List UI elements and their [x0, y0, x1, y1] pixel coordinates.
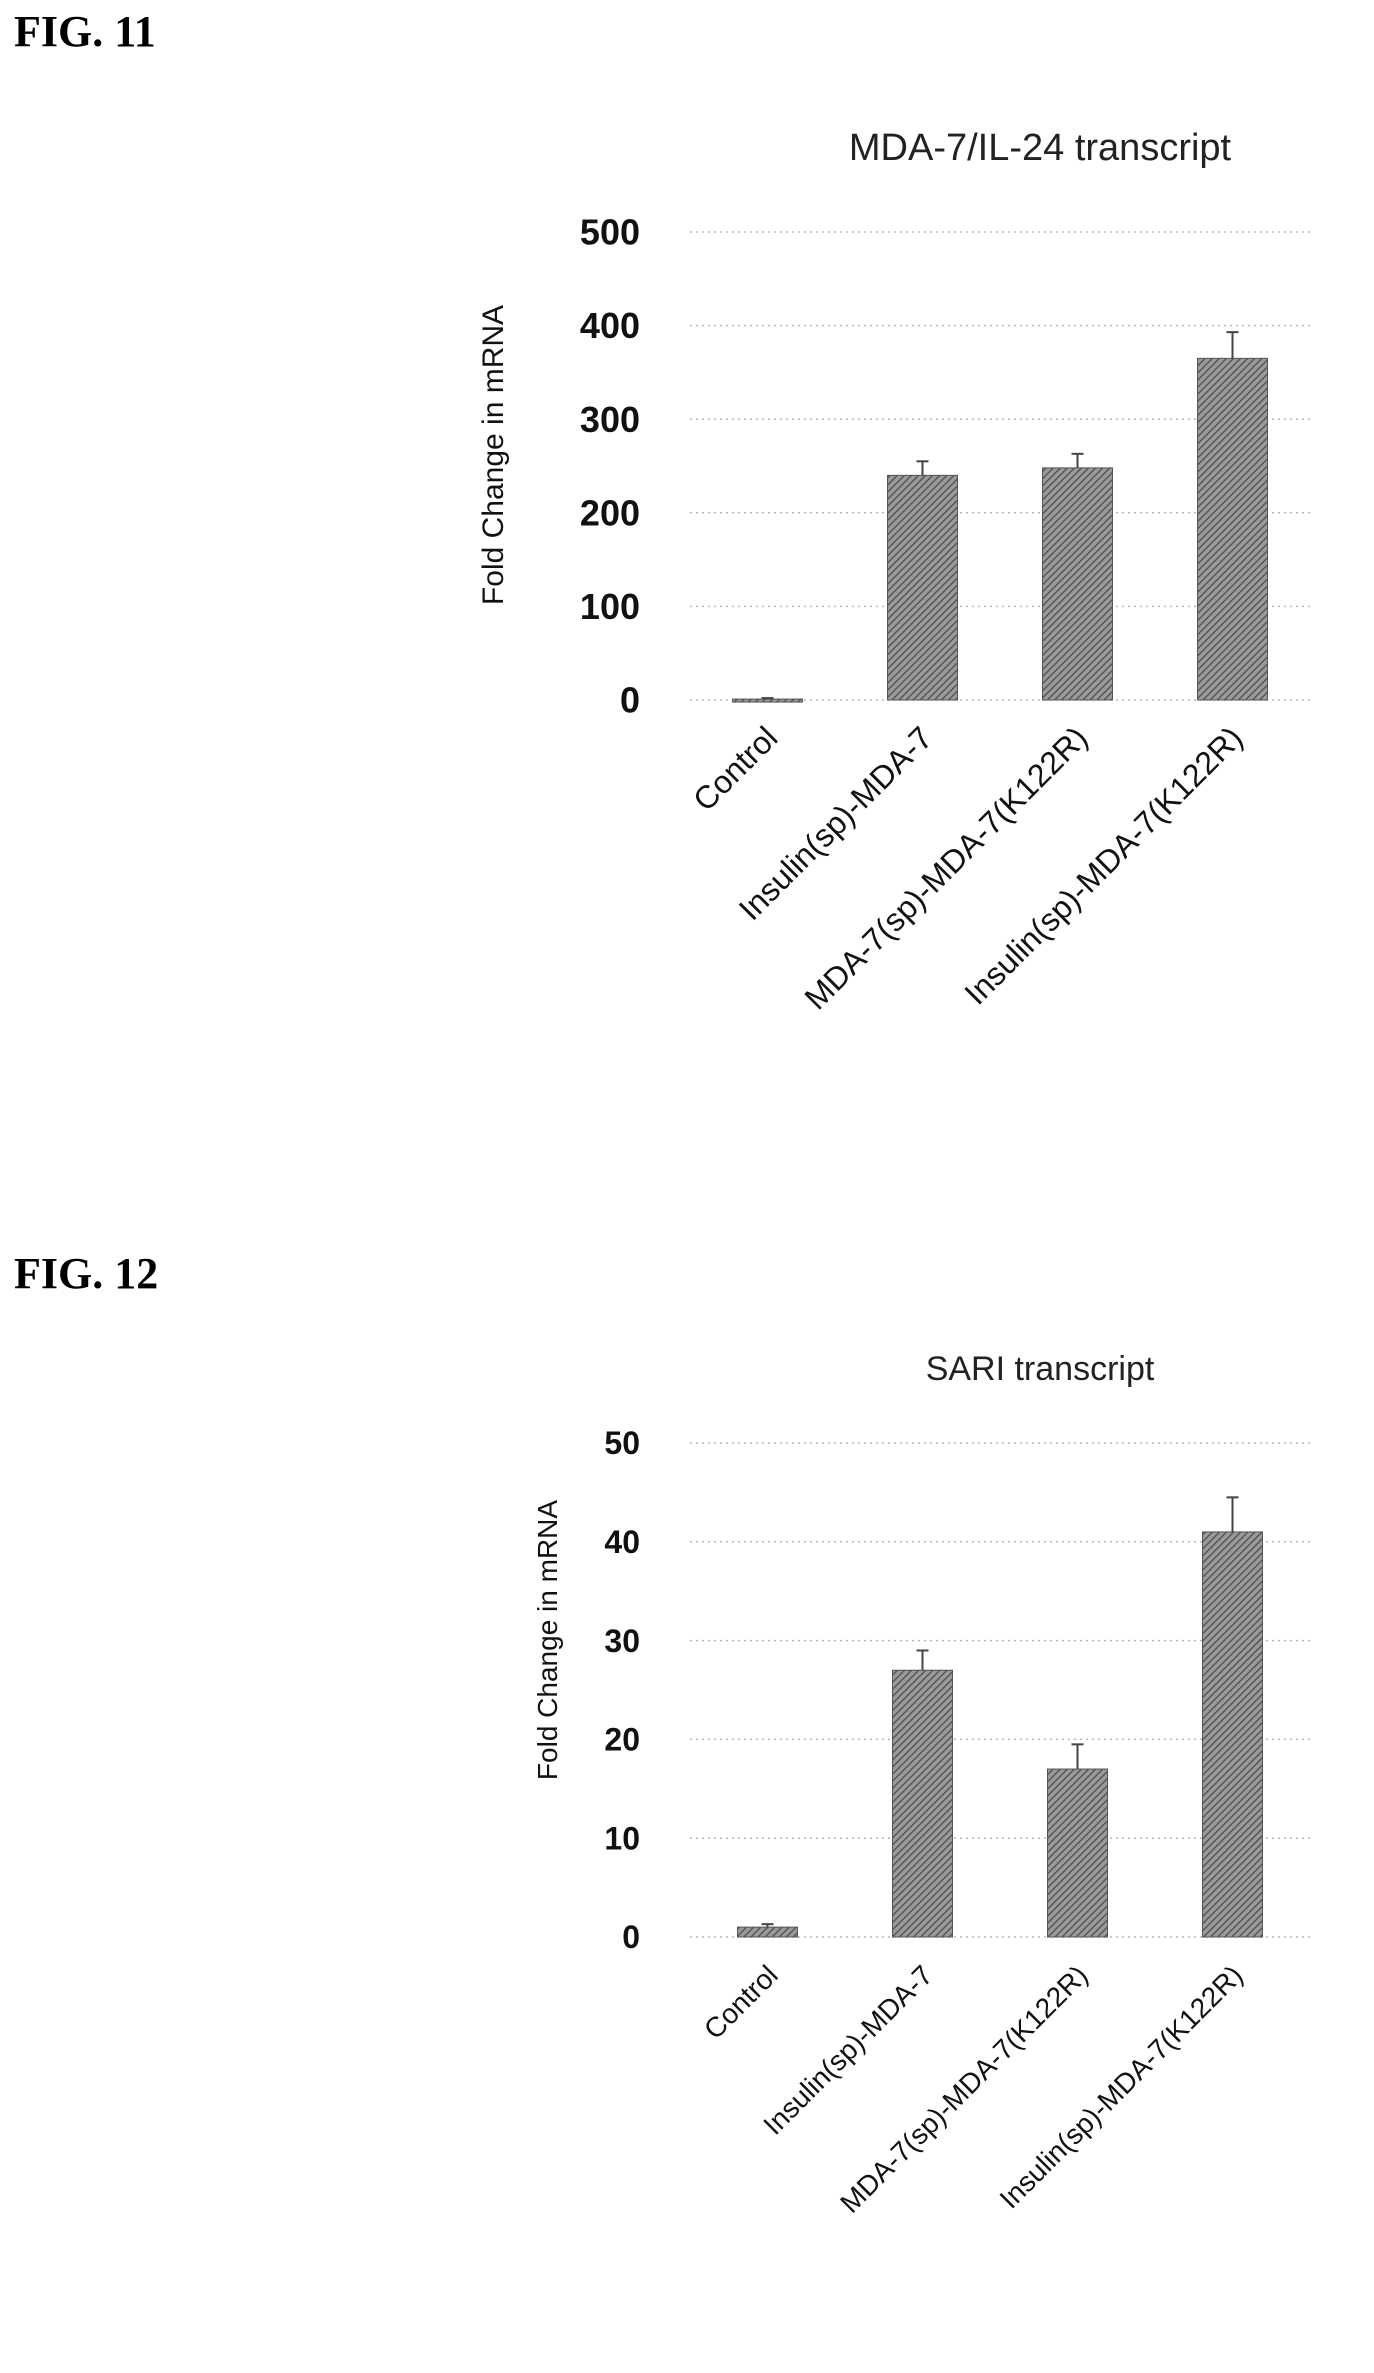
chart-title: SARI transcript — [926, 1350, 1155, 1388]
y-tick-label: 300 — [580, 399, 640, 440]
category-label: Insulin(sp)-MDA-7(K122R) — [994, 1959, 1249, 2214]
chart-title: MDA-7/IL-24 transcript — [849, 127, 1232, 169]
y-tick-labels: 0 100 200 300 400 500 — [580, 212, 640, 721]
category-label: MDA-7(sp)-MDA-7(K122R) — [797, 719, 1094, 1016]
y-tick-label: 0 — [622, 1919, 640, 1955]
category-label: Insulin(sp)-MDA-7 — [757, 1959, 938, 2140]
chart-fig-11: FIG. 11 MDA-7/IL-24 transcript Fold Chan… — [14, 7, 1310, 1017]
category-label: Control — [698, 1959, 784, 2045]
y-tick-label: 0 — [620, 680, 640, 721]
y-tick-label: 50 — [604, 1425, 640, 1461]
bar — [737, 1926, 798, 1938]
bar — [1202, 1531, 1263, 1938]
chart-fig-12: FIG. 12 SARI transcript Fold Change in m… — [14, 1249, 1310, 2219]
category-labels: ControlInsulin(sp)-MDA-7MDA-7(sp)-MDA-7(… — [698, 1959, 1249, 2219]
y-tick-label: 100 — [580, 586, 640, 627]
y-tick-label: 20 — [604, 1722, 640, 1758]
y-tick-labels: 0 10 20 30 40 50 — [604, 1425, 640, 1955]
bar — [1042, 467, 1113, 701]
y-tick-label: 500 — [580, 212, 640, 253]
y-tick-label: 30 — [604, 1623, 640, 1659]
bars — [737, 1496, 1263, 1938]
y-tick-label: 200 — [580, 492, 640, 533]
bars — [732, 331, 1268, 703]
category-label: Insulin(sp)-MDA-7(K122R) — [957, 719, 1249, 1011]
figure-label: FIG. 12 — [14, 1249, 158, 1298]
bar — [1197, 357, 1268, 701]
y-tick-label: 10 — [604, 1820, 640, 1856]
figure-label: FIG. 11 — [14, 7, 156, 56]
y-tick-label: 400 — [580, 305, 640, 346]
category-label: Control — [686, 719, 784, 817]
y-axis-label: Fold Change in mRNA — [477, 305, 510, 605]
bar — [892, 1669, 953, 1938]
bar — [1047, 1768, 1108, 1938]
category-labels: ControlInsulin(sp)-MDA-7MDA-7(sp)-MDA-7(… — [686, 719, 1249, 1016]
y-axis-label: Fold Change in mRNA — [532, 1500, 563, 1780]
y-tick-label: 40 — [604, 1524, 640, 1560]
category-label: MDA-7(sp)-MDA-7(K122R) — [834, 1959, 1094, 2219]
bar — [887, 474, 958, 701]
bar — [732, 698, 803, 703]
